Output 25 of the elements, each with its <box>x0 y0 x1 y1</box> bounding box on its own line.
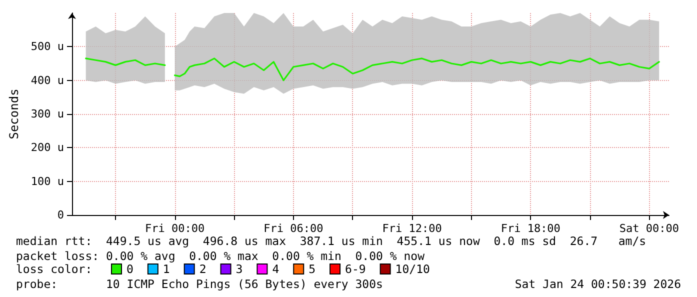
x-tick-label: Fri 00:00 <box>145 222 205 235</box>
legend-label: 1 <box>162 262 170 276</box>
y-tick-label: 0 <box>57 208 64 222</box>
text: packet loss: 0.00 % avg 0.00 % max 0.00 % min 0.00 % now <box>16 249 425 263</box>
legend-label: 6-9 <box>345 262 366 276</box>
y-tick-label: 500 u <box>30 40 64 54</box>
y-tick-label: 400 u <box>30 74 64 87</box>
legend-label: 3 <box>236 262 243 276</box>
text: probe: 10 ICMP Echo Pings (56 Bytes) every 300s <box>16 277 383 291</box>
legend-label: 5 <box>308 262 316 276</box>
legend-title: loss color: <box>16 262 92 276</box>
legend-label: 2 <box>199 262 206 276</box>
x-tick-label: Sat 00:00 <box>619 222 680 235</box>
x-tick-label: Fri 18:00 <box>500 222 560 235</box>
text: median rtt: 449.5 us avg 496.8 us max 387.1 us min 455.1 us now 0.0 ms sd 26.7 am/s <box>16 234 646 248</box>
y-tick-label: 300 u <box>30 108 64 120</box>
y-tick-label: 200 u <box>30 141 64 154</box>
legend-label: 4 <box>272 262 280 276</box>
legend-label: 10/10 <box>395 262 430 276</box>
text: Sat Jan 24 00:50:39 2026 <box>514 277 682 291</box>
legend-label: 0 <box>126 262 134 276</box>
x-tick-label: Fri 12:00 <box>382 222 442 235</box>
x-tick-label: Fri 06:00 <box>264 222 324 235</box>
y-tick-label: 100 u <box>30 174 64 188</box>
y-axis-title: Seconds <box>7 88 21 140</box>
